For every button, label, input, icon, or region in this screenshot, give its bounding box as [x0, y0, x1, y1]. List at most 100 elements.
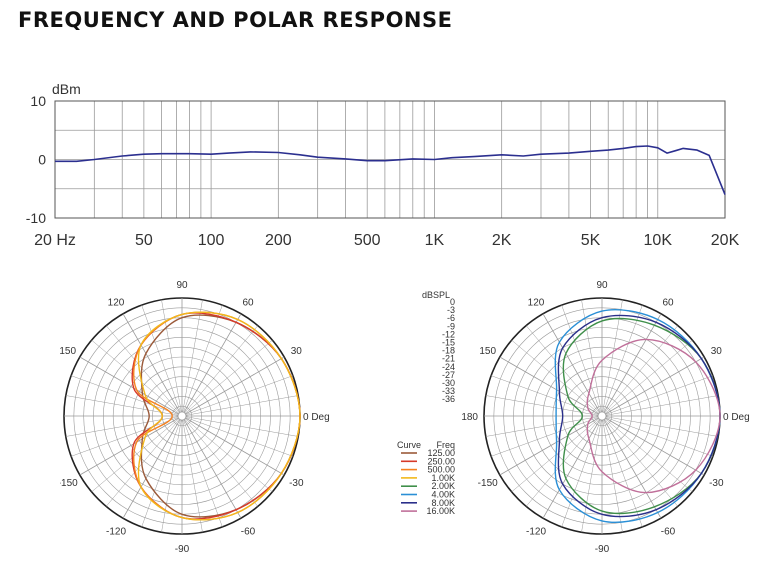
y-tick-label: -10 [26, 210, 46, 226]
polar-center [597, 411, 607, 421]
polar-spoke [122, 419, 181, 519]
page-title: FREQUENCY AND POLAR RESPONSE [18, 8, 453, 32]
polar-spoke [185, 356, 285, 415]
legend-label: 250.00 [427, 456, 455, 466]
polar-chart-high: 0 Deg306090120150180-150-120-90-60-30dBS… [397, 280, 750, 555]
x-tick-label: 1K [425, 232, 445, 249]
x-tick-label: 500 [354, 232, 381, 249]
x-tick-label: 50 [135, 232, 153, 249]
polar-center [177, 411, 187, 421]
dbspl-tick-label: -33 [442, 386, 455, 396]
legend-label: 8.00K [431, 498, 455, 508]
polar-spokes [64, 298, 300, 534]
angle-label: 120 [528, 298, 545, 309]
grid [54, 101, 726, 218]
polar-curves [554, 308, 721, 524]
legend-label: 16.00K [426, 506, 455, 516]
polar-spoke [485, 395, 599, 416]
polar-curves [131, 311, 301, 521]
x-tick-label: 100 [198, 232, 225, 249]
legend-header-curve: Curve [397, 440, 421, 450]
polar-spoke [161, 299, 182, 413]
polar-spoke [182, 419, 203, 533]
dbspl-tick-label: -18 [442, 346, 455, 356]
plot-frame [54, 100, 726, 219]
angle-label: 180 [461, 412, 478, 423]
polar-spoke [184, 325, 259, 414]
polar-spoke [141, 305, 181, 413]
polar-spoke [491, 375, 599, 415]
polar-spoke [499, 417, 599, 476]
y-tick-label: 0 [38, 152, 46, 168]
polar-spoke [603, 305, 643, 413]
polar-spoke [184, 418, 273, 493]
legend-label: 2.00K [431, 481, 455, 491]
x-tick-label: 5K [581, 232, 601, 249]
legend-header-freq: Freq [436, 440, 455, 450]
angle-label: -30 [289, 478, 304, 489]
polar-spoke [182, 299, 203, 413]
angle-label: -150 [478, 478, 498, 489]
polar-spoke [91, 418, 180, 493]
dbspl-tick-label: -30 [442, 378, 455, 388]
angle-label: 30 [291, 346, 303, 357]
polar-spoke [605, 417, 705, 476]
polar-spoke [105, 418, 180, 507]
polar-spoke [605, 356, 705, 415]
dbspl-tick-label: -36 [442, 394, 455, 404]
polar-spoke [542, 313, 601, 413]
polar-spokes [484, 298, 720, 534]
polar-curve-2.00K [562, 317, 721, 515]
polar-spoke [603, 419, 643, 527]
polar-curve-8.00K [557, 314, 721, 518]
angle-label: -120 [106, 526, 126, 537]
angle-label: 90 [176, 280, 188, 291]
dbspl-tick-label: -21 [442, 354, 455, 364]
polar-spoke [604, 418, 693, 493]
polar-spoke [561, 419, 601, 527]
dbspl-tick-label: -3 [447, 305, 455, 315]
polar-spoke [184, 418, 259, 507]
polar-spoke [604, 325, 679, 414]
polar-spoke [491, 417, 599, 457]
polar-spoke [65, 416, 179, 437]
polar-spoke [105, 325, 180, 414]
legend-label: 1.00K [431, 473, 455, 483]
dbspl-tick-label: -9 [447, 321, 455, 331]
polar-spoke [511, 339, 600, 414]
polar-spoke [79, 417, 179, 476]
polar-spoke [161, 419, 182, 533]
angle-label: -120 [526, 526, 546, 537]
angle-label: 150 [60, 346, 76, 357]
legend-label: 125.00 [427, 448, 455, 458]
polar-spoke [604, 339, 693, 414]
polar-spoke [485, 416, 599, 437]
angle-label: 0 Deg [723, 412, 750, 423]
polar-spoke [603, 313, 662, 413]
angle-label: 60 [662, 298, 674, 309]
dbspl-label: dBSPL [422, 290, 450, 300]
angle-label: 90 [596, 280, 608, 291]
angle-label: -60 [661, 526, 676, 537]
polar-spoke [71, 375, 179, 415]
polar-spoke [603, 419, 662, 519]
angle-label: 60 [242, 298, 254, 309]
polar-curve-4.00K [554, 308, 721, 524]
angle-label: -60 [241, 526, 256, 537]
polar-spoke [605, 375, 713, 415]
polar-spoke [605, 417, 713, 457]
angle-label: 30 [711, 346, 723, 357]
angle-label: -90 [595, 544, 610, 555]
x-tick-label: 200 [265, 232, 292, 249]
polar-spoke [183, 305, 223, 413]
polar-spoke [183, 313, 242, 413]
polar-spoke [605, 395, 719, 416]
polar-spoke [605, 416, 719, 437]
dbspl-tick-label: -27 [442, 370, 455, 380]
angle-label: -90 [175, 544, 190, 555]
polar-spoke [65, 395, 179, 416]
polar-spoke [71, 417, 179, 457]
angle-label: 120 [108, 298, 125, 309]
